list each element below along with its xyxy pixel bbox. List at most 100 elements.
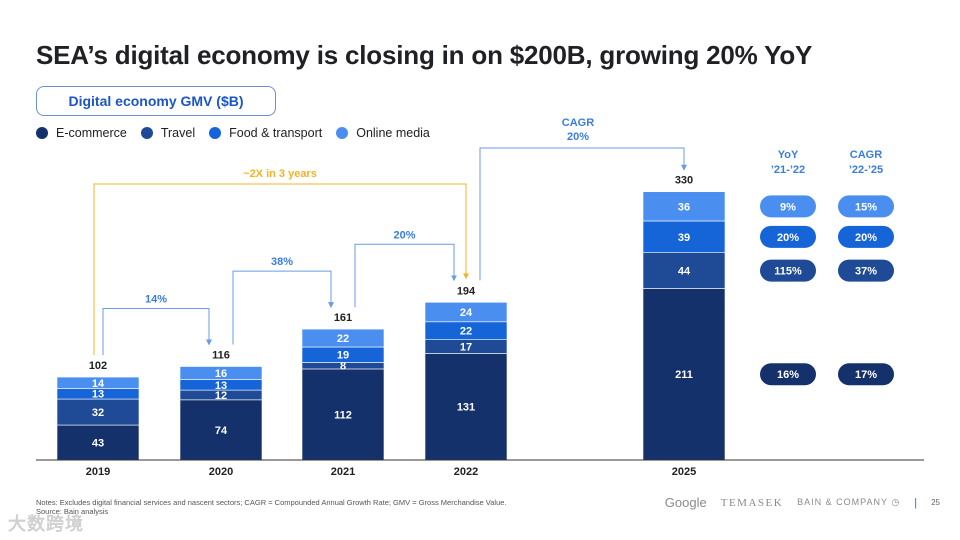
legend-label-ecommerce: E-commerce — [56, 126, 127, 140]
bar-travel-2025 — [642, 252, 726, 289]
bar-online-media-2022 — [424, 301, 508, 323]
yoy-header-years: ’21-’22 — [771, 164, 805, 176]
x-tick-label-2022: 2022 — [454, 466, 478, 478]
bar-ecommerce-2025 — [642, 288, 726, 461]
legend-item-food-transport: Food & transport — [209, 126, 322, 140]
data-label-travel-2019: 32 — [92, 407, 104, 419]
data-label-food-transport-2022: 22 — [460, 326, 472, 338]
cagr-value-ecommerce: 17% — [855, 369, 877, 381]
bar-food-transport-2025 — [642, 220, 726, 253]
chart-subtitle: Digital economy GMV ($B) — [36, 86, 276, 116]
footnote-notes: Notes: Excludes digital financial servic… — [36, 498, 507, 507]
footer-separator: | — [914, 496, 918, 509]
legend-label-travel: Travel — [160, 126, 196, 140]
cagr-pill-ecommerce — [838, 363, 894, 386]
temasek-logo: TEMASEK — [720, 496, 784, 509]
yoy-pill-online-media — [760, 195, 816, 218]
cagr-value-travel: 37% — [855, 266, 877, 278]
data-label-ecommerce-2021: 112 — [334, 409, 352, 421]
cagr-header-years: ’22-’25 — [849, 164, 883, 176]
total-label-2021: 161 — [334, 312, 352, 324]
yoy-pill-food-transport — [760, 225, 816, 248]
cagr-pill-travel — [838, 259, 894, 282]
data-label-food-transport-2021: 19 — [337, 350, 349, 362]
growth-label-2021-2022: 20% — [393, 229, 415, 241]
bar-online-media-2025 — [642, 191, 726, 222]
bar-travel-2019 — [56, 398, 140, 426]
data-label-travel-2020: 12 — [215, 390, 227, 402]
cagr-arrow — [479, 147, 687, 281]
legend-item-ecommerce: E-commerce — [36, 126, 127, 140]
cagr-value: 20% — [567, 131, 589, 143]
data-label-ecommerce-2025: 211 — [675, 369, 693, 381]
data-label-online-media-2022: 24 — [460, 307, 473, 319]
growth-arrow-2021-2022 — [354, 243, 457, 308]
data-label-ecommerce-2019: 43 — [92, 438, 104, 450]
total-label-2022: 194 — [457, 285, 476, 297]
bain-logo-text: BAIN & COMPANY — [797, 497, 888, 507]
cagr-label: CAGR — [562, 117, 594, 129]
legend-dot-food-transport — [209, 127, 222, 139]
page-title: SEA’s digital economy is closing in on $… — [36, 40, 813, 70]
legend-dot-ecommerce — [36, 127, 48, 139]
two-x-label: ~2X in 3 years — [243, 168, 317, 180]
yoy-header: YoY — [778, 149, 799, 161]
total-label-2020: 116 — [212, 350, 230, 362]
data-label-online-media-2021: 22 — [337, 333, 349, 345]
bar-online-media-2019 — [56, 376, 140, 389]
x-tick-label-2020: 2020 — [209, 466, 233, 478]
bar-ecommerce-2021 — [301, 368, 385, 461]
cagr-value-food-transport: 20% — [855, 232, 877, 244]
data-label-travel-2025: 44 — [678, 266, 691, 278]
cagr-value-online-media: 15% — [855, 201, 877, 213]
footnote-source: Source: Bain analysis — [36, 507, 109, 516]
growth-label-2019-2020: 14% — [145, 294, 167, 306]
legend-dot-travel — [140, 127, 153, 139]
bar-online-media-2021 — [301, 328, 385, 348]
yoy-pill-ecommerce — [760, 363, 816, 386]
watermark: 大数跨境 — [8, 514, 84, 534]
yoy-value-ecommerce: 16% — [777, 369, 799, 381]
yoy-value-online-media: 9% — [780, 201, 796, 213]
bar-ecommerce-2020 — [179, 399, 263, 461]
x-tick-label-2019: 2019 — [86, 466, 110, 478]
x-tick-label-2021: 2021 — [331, 466, 355, 478]
footnote: Notes: Excludes digital financial servic… — [36, 498, 507, 516]
bain-logo: BAIN & COMPANY ◷ — [797, 497, 900, 508]
growth-arrow-2020-2021 — [232, 270, 334, 345]
cagr-header: CAGR — [850, 149, 882, 161]
legend: E-commerce Travel Food & transport Onlin… — [36, 126, 444, 140]
growth-label-2020-2021: 38% — [271, 256, 293, 268]
yoy-value-food-transport: 20% — [777, 232, 799, 244]
data-label-online-media-2019: 14 — [92, 378, 105, 390]
x-tick-label-2025: 2025 — [672, 466, 696, 478]
total-label-2025: 330 — [675, 175, 693, 187]
legend-label-online-media: Online media — [356, 126, 430, 140]
two-x-arrow — [93, 183, 469, 356]
data-label-travel-2021: 8 — [340, 361, 346, 373]
bar-online-media-2020 — [179, 366, 263, 380]
data-label-online-media-2020: 16 — [215, 368, 227, 380]
data-label-online-media-2025: 36 — [678, 201, 690, 213]
bain-clock-icon: ◷ — [891, 497, 901, 507]
yoy-pill-travel — [760, 259, 816, 282]
growth-arrow-2019-2020 — [102, 308, 212, 356]
bar-ecommerce-2019 — [56, 424, 140, 461]
footer-logos: Google TEMASEK BAIN & COMPANY ◷ | 25 — [665, 495, 940, 510]
cagr-pill-online-media — [838, 195, 894, 218]
data-label-travel-2022: 17 — [460, 342, 472, 354]
legend-dot-online-media — [336, 127, 349, 139]
data-label-ecommerce-2020: 74 — [215, 425, 228, 437]
google-logo: Google — [664, 495, 707, 510]
legend-item-travel: Travel — [140, 126, 196, 140]
data-label-food-transport-2025: 39 — [678, 232, 690, 244]
total-label-2019: 102 — [89, 360, 107, 372]
page-number: 25 — [931, 498, 940, 507]
legend-item-online-media: Online media — [336, 126, 430, 140]
data-label-food-transport-2019: 13 — [92, 389, 104, 401]
cagr-pill-food-transport — [838, 225, 894, 248]
legend-label-food-transport: Food & transport — [229, 126, 323, 140]
yoy-value-travel: 115% — [774, 266, 802, 278]
data-label-ecommerce-2022: 131 — [457, 402, 475, 414]
